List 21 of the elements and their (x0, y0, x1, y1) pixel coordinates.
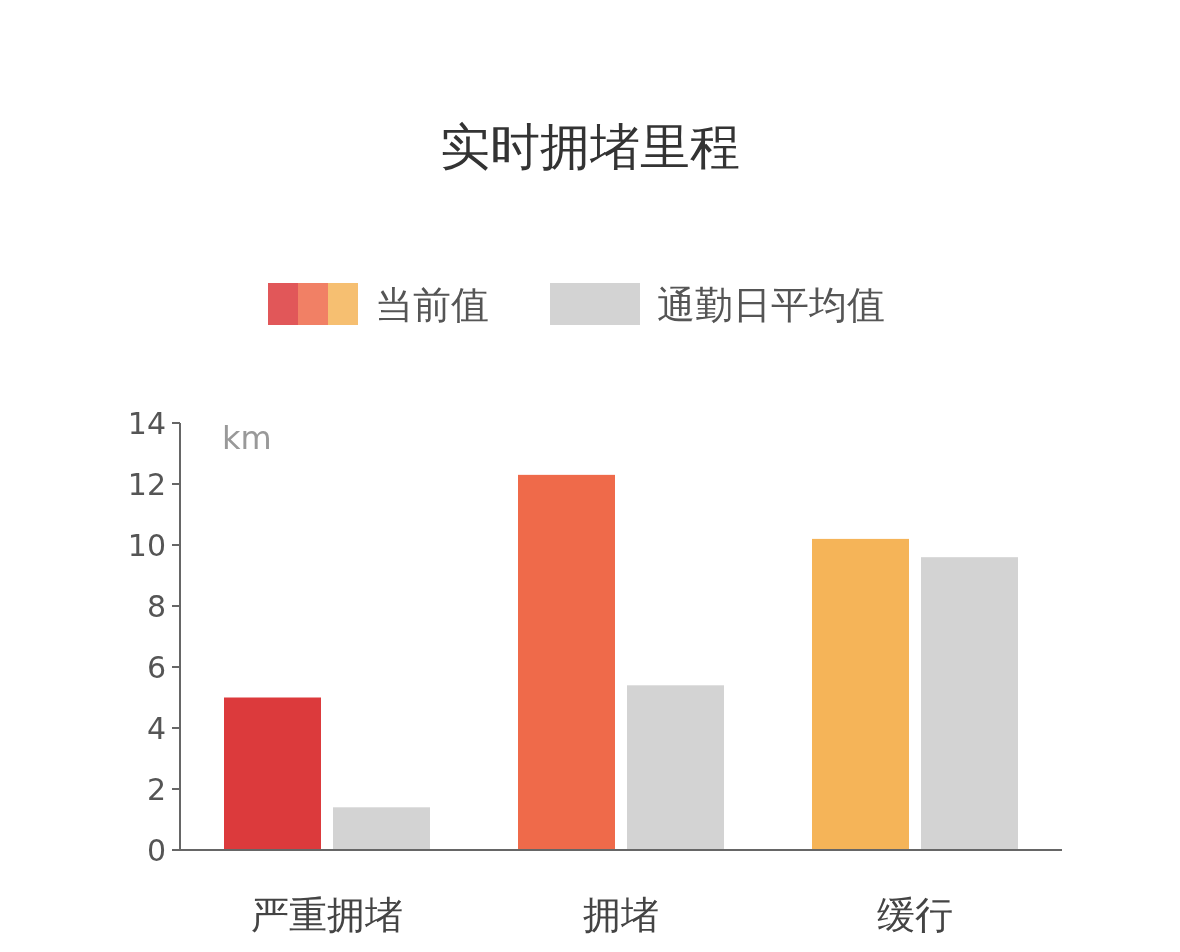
y-axis-title: km (222, 419, 272, 457)
bar (921, 557, 1018, 850)
y-tick-label: 8 (146, 588, 166, 624)
x-tick-label: 拥堵 (583, 893, 659, 937)
y-tick-label: 14 (127, 405, 166, 441)
bar (812, 538, 909, 850)
legend-label: 当前值 (375, 283, 489, 327)
legend-label: 通勤日平均值 (657, 283, 885, 327)
bar (224, 697, 321, 850)
chart-title: 实时拥堵里程 (440, 118, 740, 176)
x-tick-label: 严重拥堵 (251, 893, 403, 937)
y-tick-label: 2 (146, 771, 166, 807)
y-tick-label: 4 (146, 710, 166, 746)
bar (518, 474, 615, 850)
y-tick-label: 10 (127, 527, 166, 563)
y-tick-label: 6 (146, 649, 166, 685)
x-tick-label: 缓行 (877, 893, 953, 937)
y-tick-label: 0 (146, 832, 166, 868)
y-tick-label: 12 (127, 466, 166, 502)
bar (627, 685, 724, 850)
bar (333, 807, 430, 850)
